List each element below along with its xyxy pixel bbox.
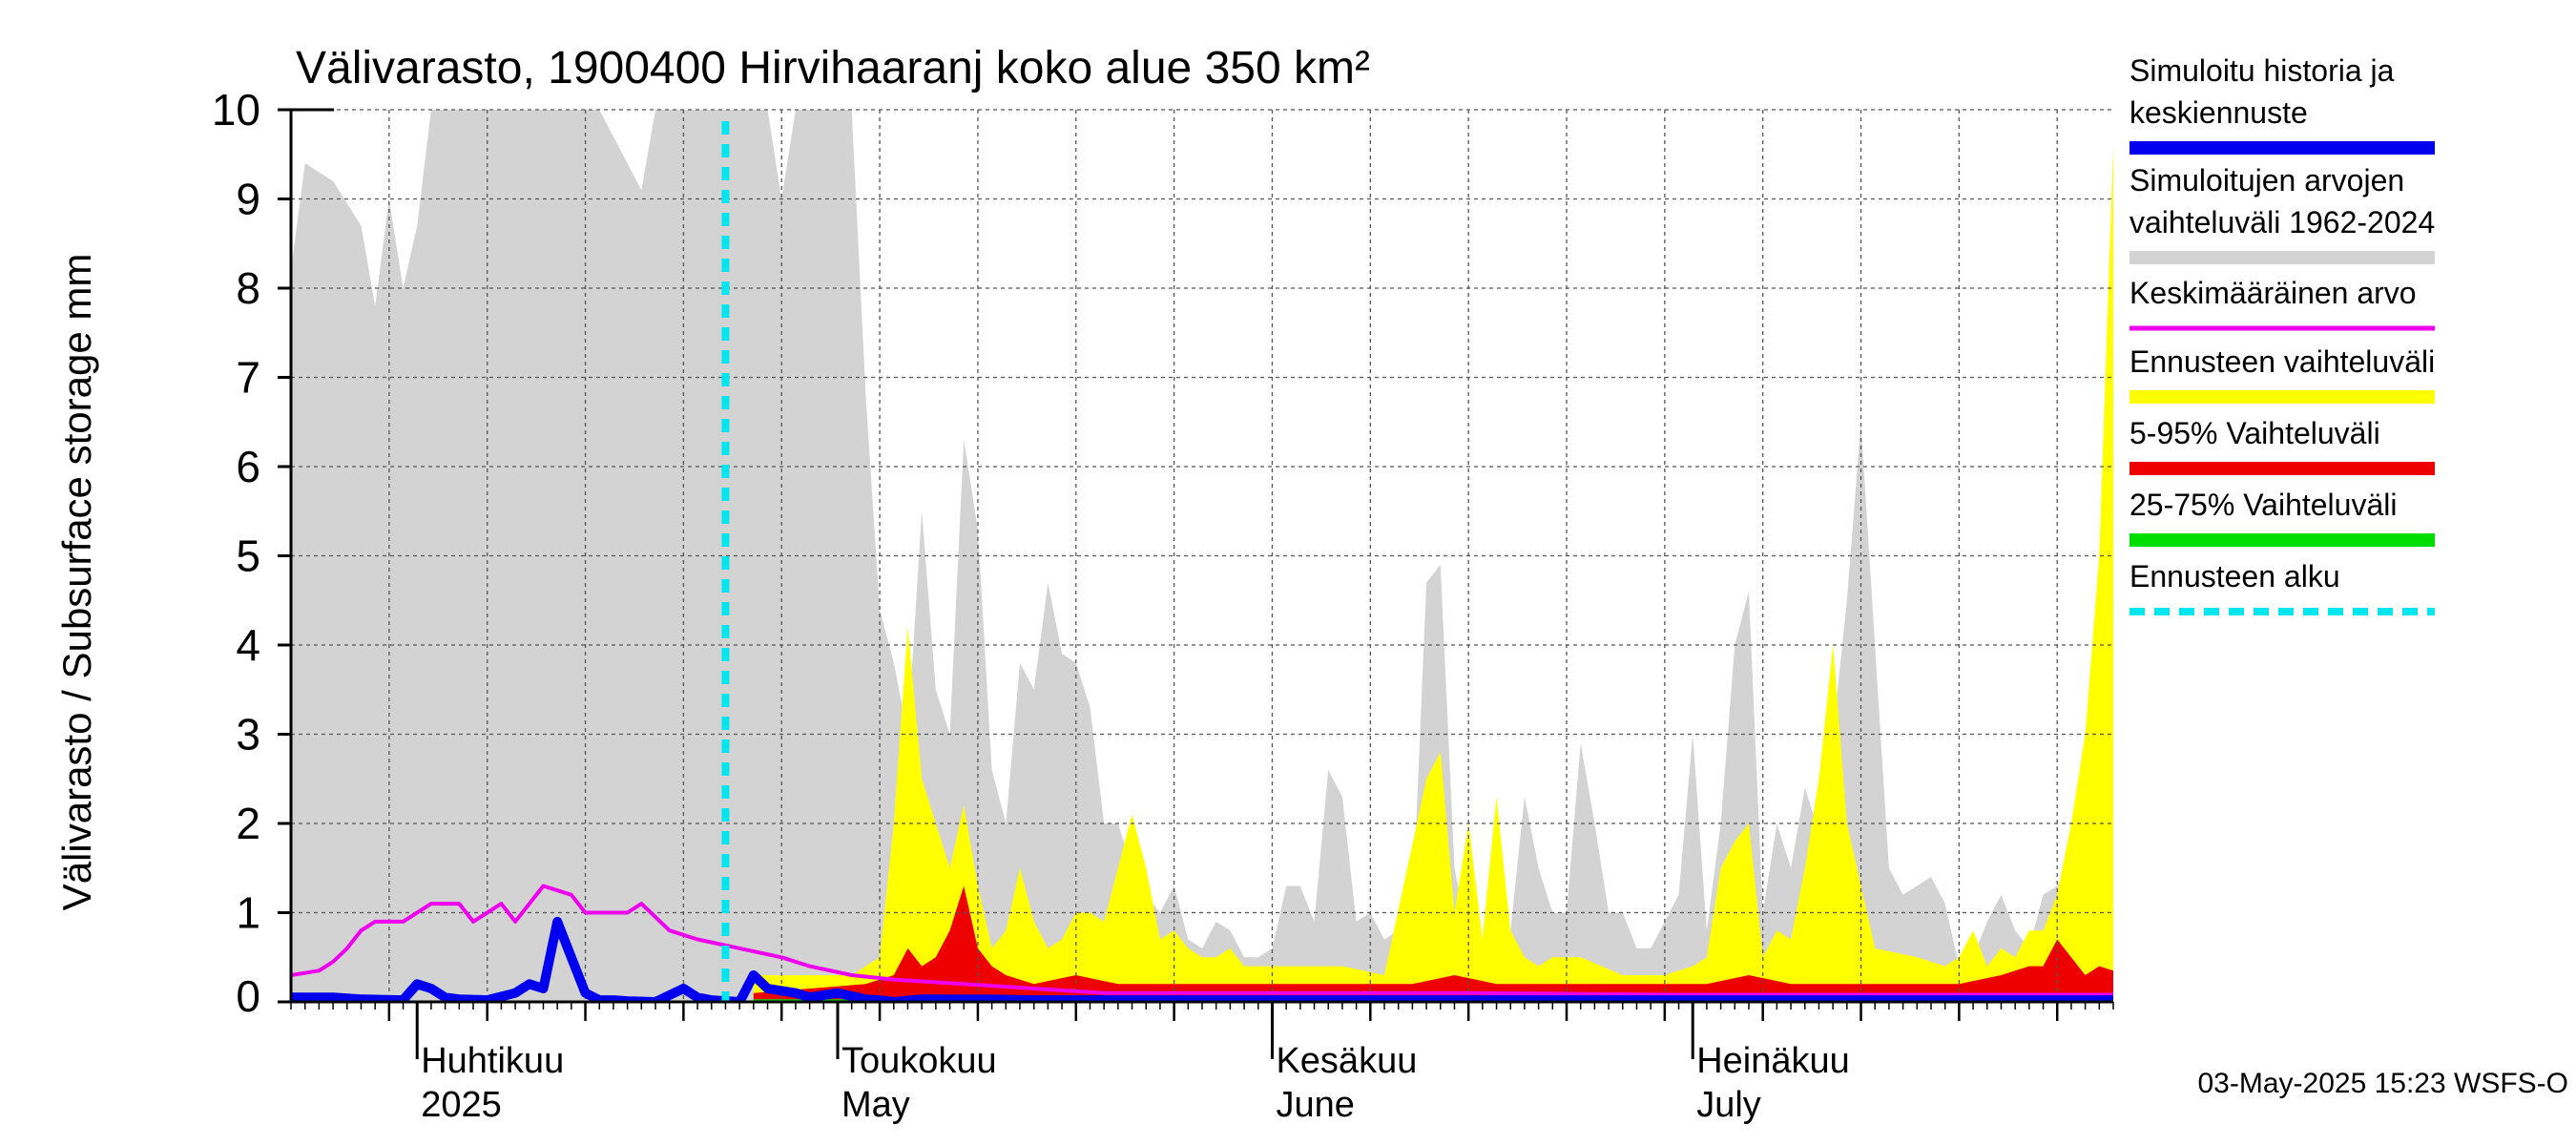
x-month-sublabel: June	[1276, 1085, 1354, 1125]
legend-label: 25-75% Vaihteluväli	[2129, 488, 2397, 522]
y-tick-label: 9	[236, 175, 260, 224]
legend-label: vaihteluväli 1962-2024	[2129, 205, 2435, 239]
line-keskim-r-inen-arvo	[291, 884, 2113, 997]
chart-title: Välivarasto, 1900400 Hirvihaaranj koko a…	[296, 43, 1370, 94]
y-tick-label: 7	[236, 353, 260, 403]
x-month-label: Toukokuu	[841, 1041, 997, 1081]
grid-lines	[291, 109, 2113, 1002]
legend-label: Keskimääräinen arvo	[2129, 276, 2417, 310]
y-tick-label: 5	[236, 531, 260, 581]
y-tick-label: 6	[236, 442, 260, 491]
series-lines	[291, 121, 2113, 1002]
x-month-sublabel: May	[841, 1085, 910, 1125]
line-simuloitu-historia-ja-keskiennuste	[291, 916, 2113, 1002]
y-tick-label: 0	[236, 971, 260, 1021]
y-tick-label: 10	[212, 85, 260, 135]
y-tick-label: 1	[236, 888, 260, 938]
x-month-sublabel: 2025	[421, 1085, 502, 1125]
x-month-label: Huhtikuu	[421, 1041, 564, 1081]
y-tick-label: 2	[236, 799, 260, 848]
x-month-sublabel: July	[1696, 1085, 1761, 1125]
legend-label: Ennusteen vaihteluväli	[2129, 344, 2435, 379]
y-axis-label: Välivarasto / Subsurface storage mm	[54, 254, 99, 911]
band-simuloitujen-arvojen-vaihteluv-li-1962-2024	[291, 110, 2113, 1002]
y-tick-label: 4	[236, 620, 260, 670]
legend-label: Ennusteen alku	[2129, 559, 2340, 593]
legend-label: 5-95% Vaihteluväli	[2129, 416, 2380, 450]
footer-timestamp: 03-May-2025 15:23 WSFS-O	[2198, 1068, 2569, 1099]
legend: Simuloitu historia ja keskiennuste Simuloi…	[2129, 53, 2435, 615]
legend-label: Simuloitujen arvojen	[2129, 163, 2404, 198]
band-ennusteen-vaihteluv-li	[753, 145, 2113, 1002]
legend-label: keskiennuste	[2129, 95, 2308, 130]
band-5-95-vaihteluv-li	[753, 885, 2113, 1002]
x-month-label: Kesäkuu	[1276, 1041, 1417, 1081]
x-month-label: Heinäkuu	[1696, 1041, 1850, 1081]
y-tick-label: 8	[236, 263, 260, 313]
y-tick-label: 3	[236, 710, 260, 760]
legend-label: Simuloitu historia ja	[2129, 53, 2395, 88]
